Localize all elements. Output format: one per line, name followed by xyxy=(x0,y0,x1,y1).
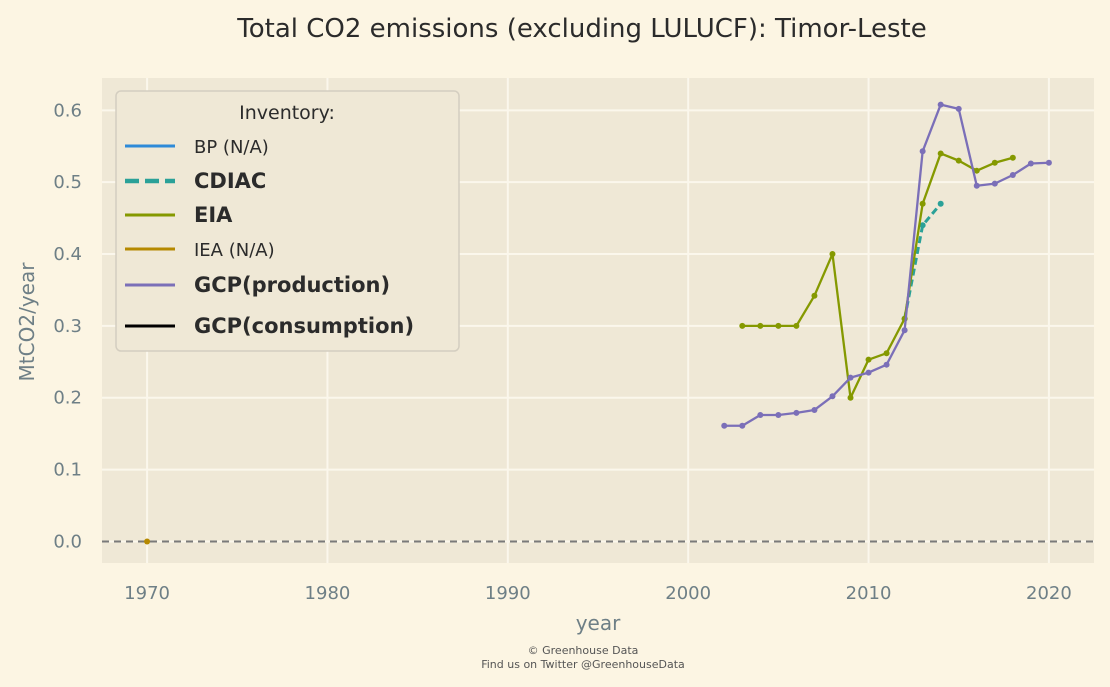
x-axis-label: year xyxy=(576,611,621,635)
data-point-gcp-production xyxy=(829,393,836,400)
legend: Inventory: BP (N/A) CDIAC EIA IEA (N/A) GCP(… xyxy=(115,90,460,352)
legend-label: CDIAC xyxy=(194,169,266,193)
data-point-gcp-production xyxy=(901,327,908,334)
data-point-eia xyxy=(865,356,872,363)
data-point-gcp-production xyxy=(757,411,764,418)
data-point-cdiac xyxy=(919,222,926,229)
legend-label: IEA (N/A) xyxy=(194,240,275,261)
footer-twitter: Find us on Twitter @GreenhouseData xyxy=(481,658,685,671)
data-point-gcp-production xyxy=(793,409,800,416)
data-point-gcp-production xyxy=(811,406,818,413)
data-point-gcp-production xyxy=(865,369,872,376)
data-point-eia xyxy=(847,394,854,401)
legend-label: BP (N/A) xyxy=(194,137,269,158)
data-point-gcp-production xyxy=(775,411,782,418)
chart-title: Total CO2 emissions (excluding LULUCF): … xyxy=(236,14,926,44)
data-point-gcp-production xyxy=(1027,160,1034,167)
data-point-gcp-production xyxy=(955,105,962,112)
data-point-gcp-production xyxy=(847,374,854,381)
y-axis-label: MtCO2/year xyxy=(15,262,39,382)
data-point-eia xyxy=(793,322,800,329)
x-tick-label: 2010 xyxy=(846,583,892,604)
data-point-eia xyxy=(919,200,926,207)
legend-label: EIA xyxy=(194,203,233,227)
data-point-eia xyxy=(811,292,818,299)
legend-label: GCP(production) xyxy=(194,273,390,297)
data-point-cdiac xyxy=(937,200,944,207)
data-point-eia xyxy=(757,322,764,329)
legend-box xyxy=(115,90,460,352)
data-point-gcp-production xyxy=(919,148,926,155)
data-point-gcp-production xyxy=(739,422,746,429)
data-point-eia xyxy=(991,159,998,166)
x-tick-label: 2020 xyxy=(1026,583,1072,604)
axis-ticks: 1970 1980 1990 2000 2010 2020 0.0 0.1 0.2 0.3 0.4 0… xyxy=(53,100,1071,604)
data-point-gcp-production xyxy=(973,182,980,189)
footer-copyright: © Greenhouse Data xyxy=(528,644,639,657)
series-line-eia xyxy=(742,152,1014,399)
data-point-iea-n-a xyxy=(144,538,151,545)
series-line-cdiac xyxy=(903,202,942,319)
y-tick-label: 0.2 xyxy=(53,388,82,409)
y-tick-label: 0.3 xyxy=(53,316,82,337)
x-tick-label: 1990 xyxy=(485,583,531,604)
data-point-gcp-production xyxy=(883,361,890,368)
data-point-gcp-production xyxy=(721,422,728,429)
data-point-eia xyxy=(1009,154,1016,161)
y-tick-label: 0.6 xyxy=(53,100,82,121)
data-point-eia xyxy=(937,150,944,157)
data-point-gcp-production xyxy=(991,180,998,187)
data-point-eia xyxy=(775,322,782,329)
y-tick-label: 0.0 xyxy=(53,531,82,552)
y-tick-label: 0.4 xyxy=(53,244,82,265)
x-tick-label: 2000 xyxy=(665,583,711,604)
x-tick-label: 1980 xyxy=(305,583,351,604)
data-point-eia xyxy=(883,350,890,357)
data-point-eia xyxy=(955,157,962,164)
x-tick-label: 1970 xyxy=(124,583,170,604)
data-point-eia xyxy=(739,322,746,329)
data-point-gcp-production xyxy=(1045,159,1052,166)
data-point-eia xyxy=(973,167,980,174)
legend-title: Inventory: xyxy=(239,102,335,124)
legend-label: GCP(consumption) xyxy=(194,314,414,338)
series xyxy=(144,101,1052,545)
data-point-gcp-production xyxy=(1009,172,1016,178)
y-tick-label: 0.1 xyxy=(53,460,82,481)
grid xyxy=(102,78,1094,563)
y-tick-label: 0.5 xyxy=(53,172,82,193)
data-point-eia xyxy=(829,251,836,258)
data-point-gcp-production xyxy=(937,101,944,108)
